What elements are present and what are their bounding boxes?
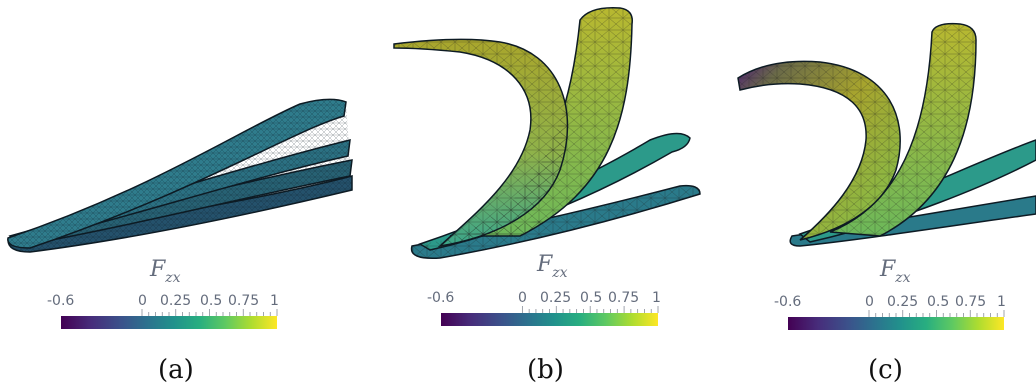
panel-c-caption: (c)	[868, 355, 903, 385]
panel-a-tick-label: 0	[138, 293, 147, 309]
panel-c-colorbar-labels: -0.6 0 0.25 0.5 0.75 1	[774, 294, 1006, 310]
panel-b-surface	[393, 7, 701, 259]
panel-c-colorbar-ticks	[868, 310, 1005, 317]
panel-a-tick-label: 0.75	[228, 293, 259, 309]
panel-c-colorbar: -0.6 0 0.25 0.5 0.75 1	[774, 294, 1006, 330]
panel-b-tick-label: 0.25	[540, 290, 571, 306]
panel-a-tick-label: 0.5	[200, 293, 222, 309]
panel-a-colorbar: -0.6 0 0.25 0.5 0.75 1	[47, 293, 279, 329]
panel-a-surface	[7, 98, 353, 253]
panel-b: Fzx -0.6 0 0.25 0.5 0.75 1 (b)	[393, 7, 701, 385]
panel-b-colorbar-gradient	[441, 313, 658, 326]
panel-c-surface	[737, 22, 1036, 247]
panel-c-tick-label: 0.5	[927, 294, 949, 310]
panel-b-colorbar-labels: -0.6 0 0.25 0.5 0.75 1	[427, 290, 661, 306]
panel-a-colorbar-labels: -0.6 0 0.25 0.5 0.75 1	[47, 293, 279, 309]
panel-b-tick-label: 0	[518, 290, 527, 306]
panel-c-tick-label: 0	[865, 294, 874, 310]
panel-c-colorbar-gradient	[788, 317, 1004, 330]
panel-b-colorbar: -0.6 0 0.25 0.5 0.75 1	[427, 290, 661, 326]
panel-a: Fzx -0.6 0 0.25 0.5 0.75 1 (a)	[7, 98, 353, 385]
panel-c-colorbar-title: Fzx	[879, 257, 911, 286]
panel-a-colorbar-ticks	[141, 309, 278, 316]
panel-a-colorbar-title: Fzx	[149, 257, 181, 286]
panel-a-caption: (a)	[158, 355, 194, 385]
panel-a-colorbar-gradient	[61, 316, 277, 329]
panel-c: Fzx -0.6 0 0.25 0.5 0.75 1 (c)	[737, 22, 1036, 385]
panel-a-tick-label: -0.6	[47, 293, 74, 309]
panel-c-tick-label: 0.25	[887, 294, 918, 310]
panel-b-caption: (b)	[527, 355, 564, 385]
panel-b-tick-label: 1	[652, 290, 661, 306]
panel-b-colorbar-ticks	[521, 306, 659, 313]
panel-b-colorbar-title: Fzx	[536, 252, 568, 281]
panel-a-tick-label: 1	[270, 293, 279, 309]
panel-c-tick-label: 0.75	[955, 294, 986, 310]
panel-c-tick-label: 1	[997, 294, 1006, 310]
panel-b-tick-label: -0.6	[427, 290, 454, 306]
panel-c-tick-label: -0.6	[774, 294, 801, 310]
panel-b-tick-label: 0.5	[580, 290, 602, 306]
panel-b-tick-label: 0.75	[608, 290, 639, 306]
panel-a-tick-label: 0.25	[160, 293, 191, 309]
